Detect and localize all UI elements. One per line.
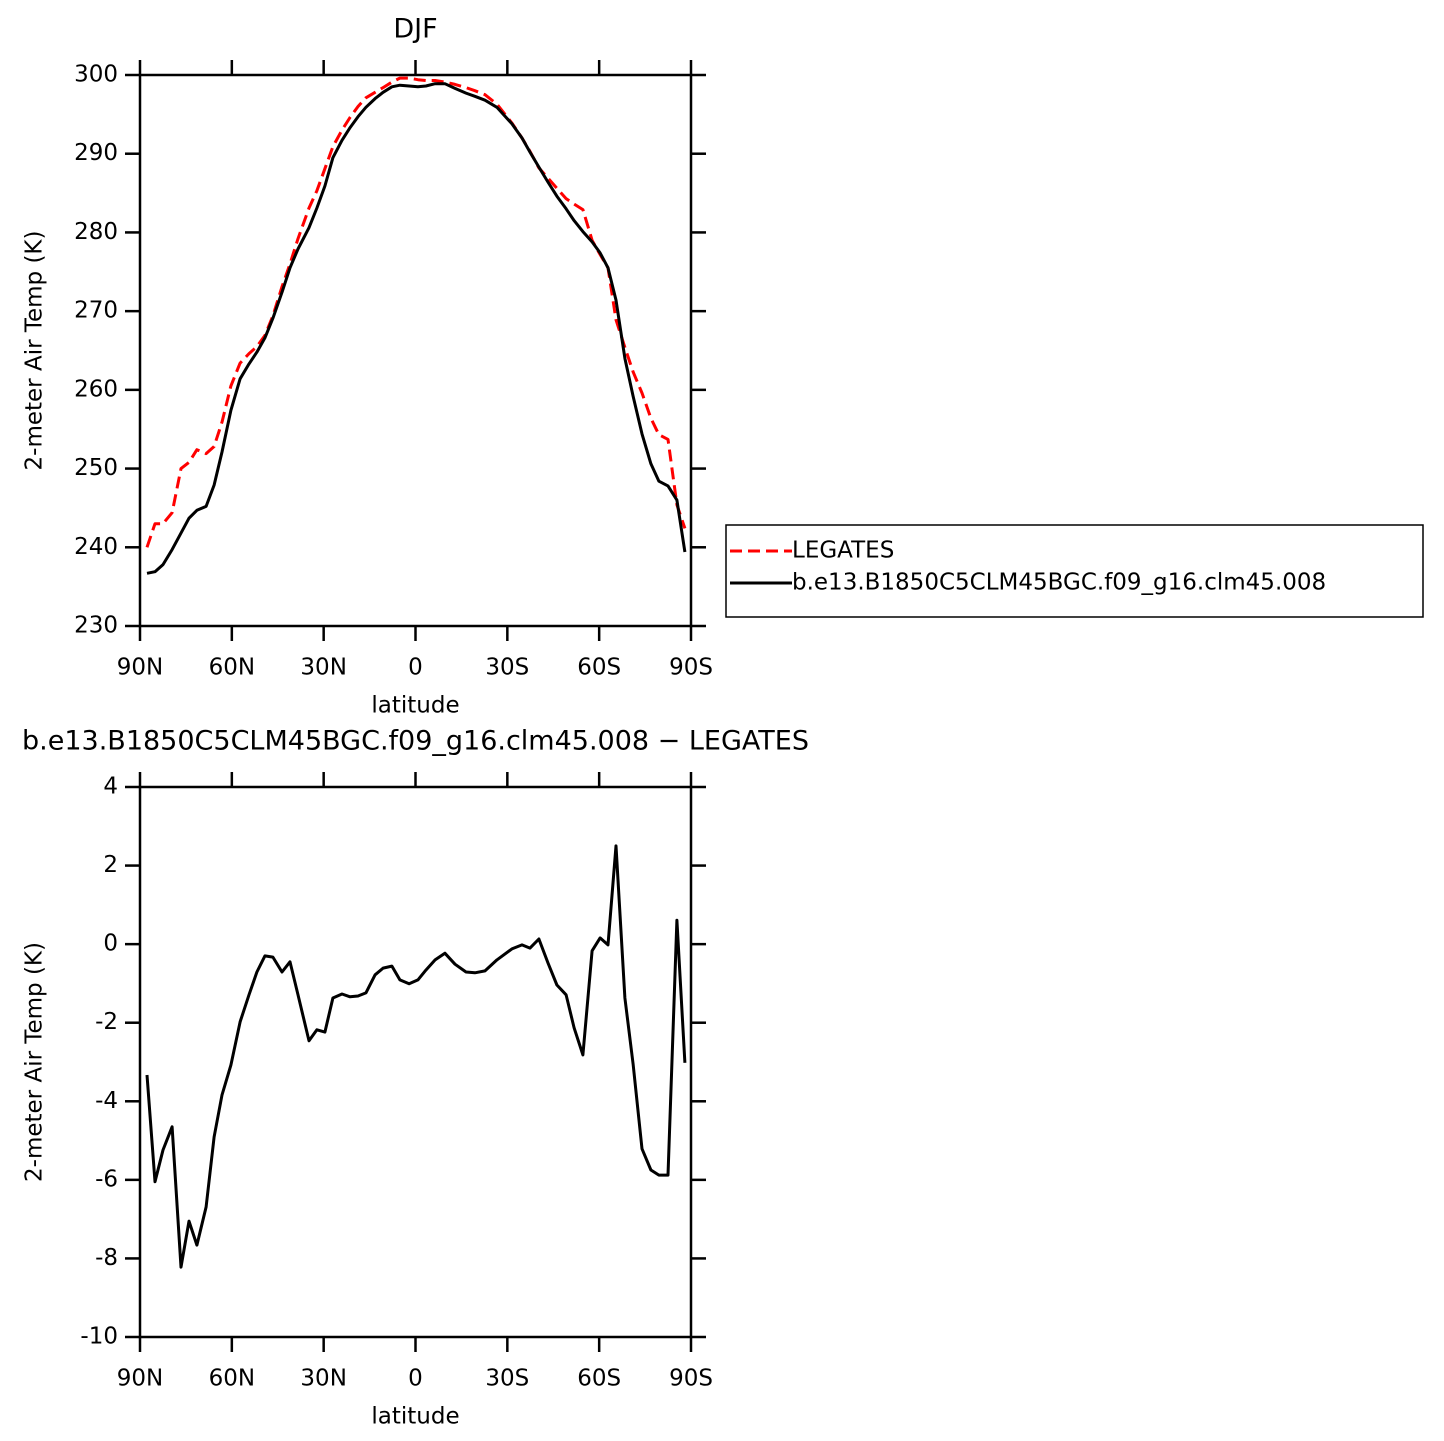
- x-tick-label: 60S: [577, 655, 621, 681]
- x-tick-label: 90S: [669, 1366, 713, 1392]
- y-tick-label: -10: [80, 1324, 118, 1350]
- x-tick-label: 90S: [669, 655, 713, 681]
- x-tick-label: 90N: [117, 655, 163, 681]
- y-tick-label: 230: [74, 613, 118, 639]
- y-tick-label: 270: [74, 298, 118, 324]
- x-tick-label: 0: [408, 655, 423, 681]
- x-tick-label: 60N: [209, 1366, 255, 1392]
- x-tick-label: 60N: [209, 655, 255, 681]
- chart-title: b.e13.B1850C5CLM45BGC.f09_g16.clm45.008 …: [22, 726, 809, 757]
- data-line: [145, 844, 687, 1269]
- y-tick-label: -2: [95, 1009, 118, 1035]
- y-tick-label: -6: [95, 1166, 118, 1192]
- y-tick-label: 240: [74, 534, 118, 560]
- x-tick-label: 30N: [300, 655, 346, 681]
- legend-box: [725, 524, 1424, 618]
- y-tick-label: -8: [95, 1245, 118, 1271]
- y-tick-label: 280: [74, 219, 118, 245]
- y-tick-label: 4: [103, 774, 118, 800]
- x-axis-label: latitude: [371, 693, 459, 719]
- chart-title: DJF: [393, 14, 437, 45]
- plot-frame: [138, 785, 693, 1339]
- legend-label: b.e13.B1850C5CLM45BGC.f09_g16.clm45.008: [792, 570, 1326, 596]
- x-tick-label: 30N: [300, 1366, 346, 1392]
- y-axis-label: 2-meter Air Temp (K): [22, 942, 48, 1182]
- x-tick-label: 0: [408, 1366, 423, 1392]
- y-tick-label: 0: [103, 931, 118, 957]
- y-tick-label: 2: [103, 852, 118, 878]
- y-tick-label: 290: [74, 140, 118, 166]
- y-axis-label: 2-meter Air Temp (K): [22, 231, 48, 471]
- legend-label: LEGATES: [792, 538, 894, 564]
- data-line: [145, 76, 687, 548]
- x-tick-label: 90N: [117, 1366, 163, 1392]
- data-line: [146, 82, 687, 575]
- x-axis-label: latitude: [371, 1404, 459, 1430]
- x-tick-label: 30S: [485, 655, 529, 681]
- y-tick-label: 250: [74, 455, 118, 481]
- x-tick-label: 30S: [485, 1366, 529, 1392]
- y-tick-label: 260: [74, 376, 118, 402]
- y-tick-label: -4: [95, 1088, 118, 1114]
- plot-frame: [138, 73, 693, 628]
- y-tick-label: 300: [74, 62, 118, 88]
- x-tick-label: 60S: [577, 1366, 621, 1392]
